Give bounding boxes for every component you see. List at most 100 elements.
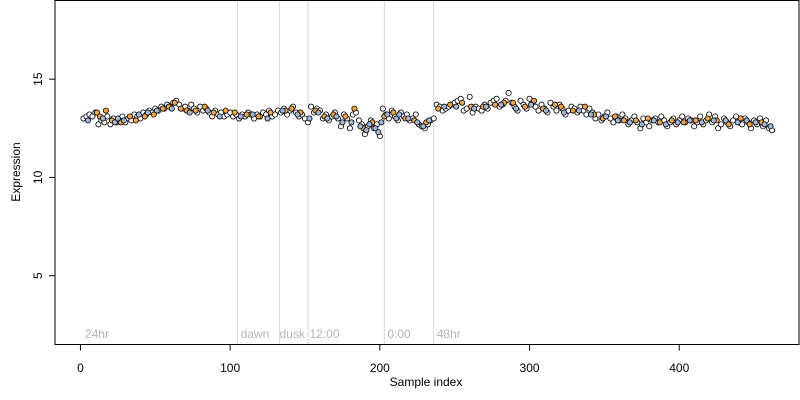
- data-point: [743, 117, 750, 124]
- data-point: [513, 105, 520, 112]
- data-point: [560, 109, 567, 116]
- data-point: [492, 101, 499, 108]
- data-point: [483, 103, 490, 110]
- data-point: [575, 107, 582, 114]
- data-point: [150, 111, 157, 118]
- data-point: [471, 105, 478, 112]
- data-point: [737, 115, 744, 122]
- data-point: [638, 121, 645, 128]
- data-point: [216, 113, 223, 120]
- data-point: [614, 117, 621, 124]
- data-point: [632, 117, 639, 124]
- data-point: [237, 113, 244, 120]
- data-point: [294, 111, 301, 118]
- data-point: [493, 95, 500, 102]
- data-point: [644, 115, 651, 122]
- data-point: [761, 121, 768, 128]
- x-tick-label: 100: [220, 361, 240, 375]
- data-point: [441, 103, 448, 110]
- data-point: [718, 121, 725, 128]
- data-point: [89, 113, 96, 120]
- data-point: [249, 111, 256, 118]
- data-point: [171, 99, 178, 106]
- data-point: [384, 111, 391, 118]
- data-point: [510, 99, 517, 106]
- data-point: [114, 115, 121, 122]
- data-point: [126, 113, 133, 120]
- data-point: [355, 117, 362, 124]
- data-point: [662, 121, 669, 128]
- data-point: [159, 105, 166, 112]
- data-point: [686, 117, 693, 124]
- data-point: [111, 119, 118, 126]
- data-point: [351, 105, 358, 112]
- data-point: [656, 119, 663, 126]
- data-point: [412, 111, 419, 118]
- data-point: [192, 107, 199, 114]
- region-label: dawn: [241, 327, 270, 341]
- data-point: [186, 109, 193, 116]
- data-point: [153, 107, 160, 114]
- data-point: [333, 113, 340, 120]
- data-point: [324, 115, 331, 122]
- data-point: [95, 121, 102, 128]
- data-point: [414, 119, 421, 126]
- data-point: [378, 119, 385, 126]
- data-point: [517, 97, 524, 104]
- y-axis-label: Expression: [9, 142, 23, 201]
- data-point: [390, 109, 397, 116]
- data-point: [204, 107, 211, 114]
- data-point: [522, 103, 529, 110]
- data-point: [243, 111, 250, 118]
- x-tick-label: 200: [370, 361, 390, 375]
- data-point: [144, 109, 151, 116]
- data-point: [135, 111, 142, 118]
- data-point: [279, 107, 286, 114]
- region-dividers: [237, 0, 435, 345]
- data-point: [315, 109, 322, 116]
- data-point: [307, 103, 314, 110]
- x-tick-label: 400: [669, 361, 689, 375]
- data-point: [396, 111, 403, 118]
- data-point: [201, 103, 208, 110]
- data-point: [722, 117, 729, 124]
- data-point: [453, 103, 460, 110]
- data-points: [80, 89, 776, 140]
- data-point: [658, 113, 665, 120]
- data-point: [715, 125, 722, 132]
- data-point: [379, 105, 386, 112]
- data-point: [363, 127, 370, 134]
- data-point: [93, 109, 100, 116]
- data-point: [99, 115, 106, 122]
- y-tick-label: 10: [31, 170, 45, 184]
- region-labels: 24hr dawn dusk 12:00 0:00 48hr: [85, 327, 461, 341]
- data-point: [264, 115, 271, 122]
- region-label: dusk: [280, 327, 306, 341]
- data-point: [210, 109, 217, 116]
- data-point: [581, 103, 588, 110]
- data-point: [288, 105, 295, 112]
- data-point: [674, 119, 681, 126]
- data-point: [177, 105, 184, 112]
- data-point: [611, 113, 618, 120]
- data-point: [697, 113, 704, 120]
- data-point: [222, 107, 229, 114]
- data-point: [620, 117, 627, 124]
- data-point: [680, 119, 687, 126]
- data-point: [393, 115, 400, 122]
- data-point: [619, 111, 626, 118]
- data-point: [587, 111, 594, 118]
- data-point: [569, 107, 576, 114]
- data-point: [650, 117, 657, 124]
- data-point: [346, 125, 353, 132]
- y-tick-label: 5: [31, 272, 45, 279]
- data-point: [141, 113, 148, 120]
- data-point: [342, 113, 349, 120]
- y-tick-label: 15: [31, 72, 45, 86]
- data-point: [557, 103, 564, 110]
- data-point: [405, 115, 412, 122]
- data-point: [267, 109, 274, 116]
- data-point: [698, 119, 705, 126]
- data-point: [366, 121, 373, 128]
